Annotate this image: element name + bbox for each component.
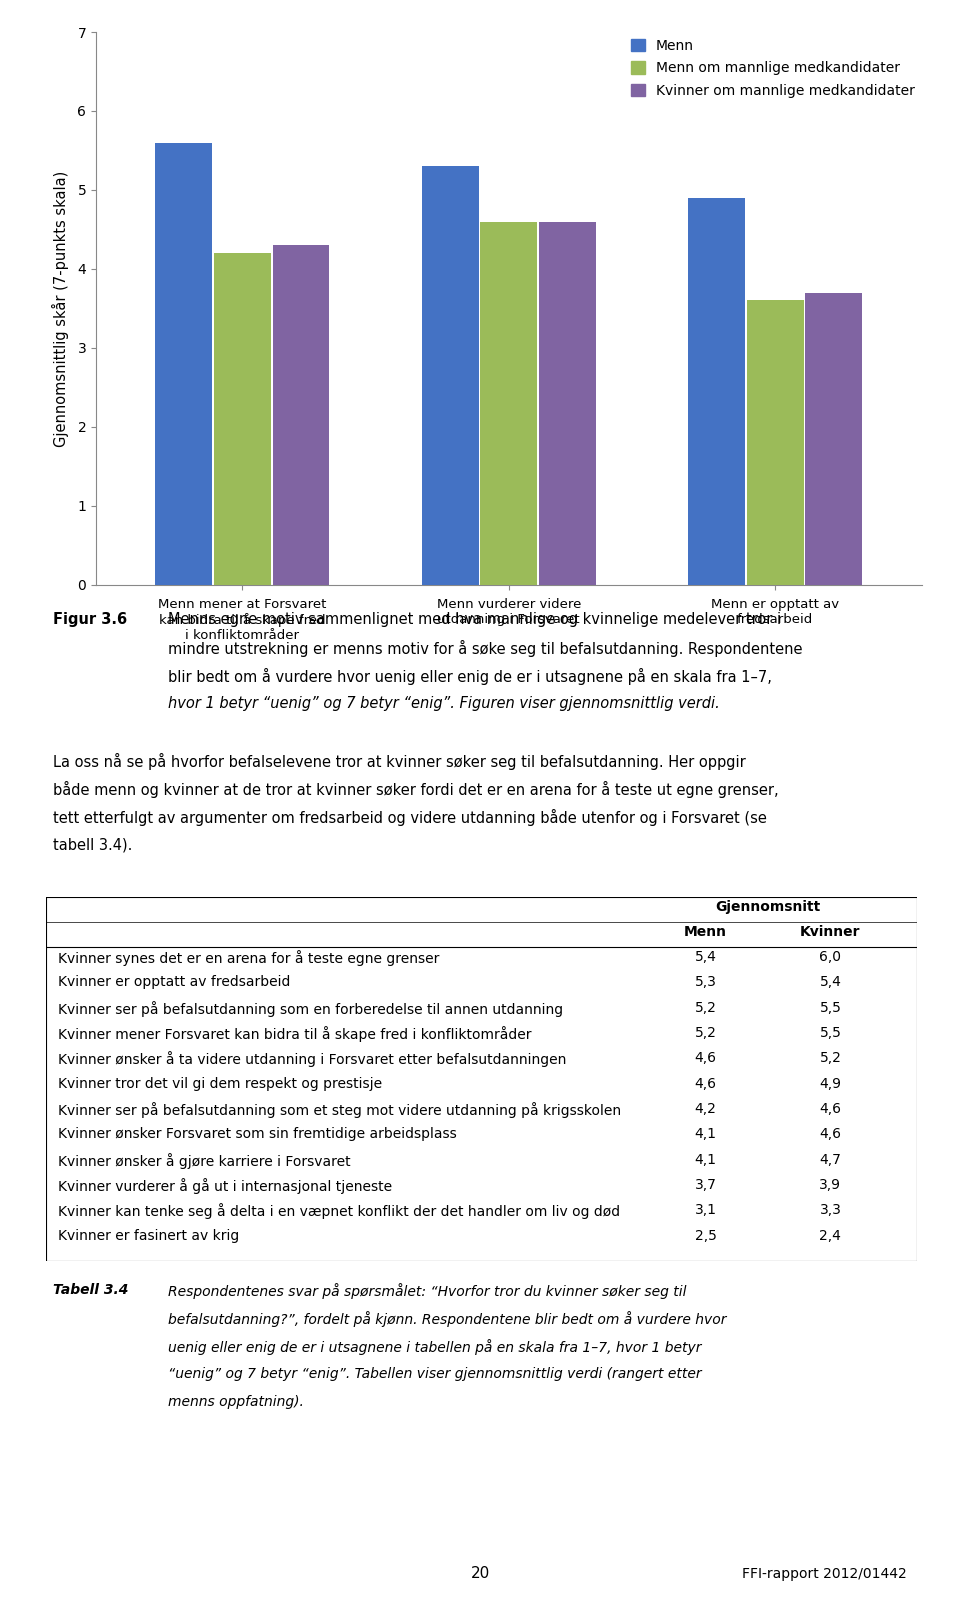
Text: Kvinner kan tenke seg å delta i en væpnet konflikt der det handler om liv og død: Kvinner kan tenke seg å delta i en væpne… [58, 1203, 620, 1219]
Text: 6,0: 6,0 [820, 950, 841, 964]
Text: 5,2: 5,2 [820, 1051, 841, 1065]
Text: La oss nå se på hvorfor befalselevene tror at kvinner søker seg til befalsutdann: La oss nå se på hvorfor befalselevene tr… [53, 753, 746, 771]
Text: Menn: Menn [684, 924, 727, 939]
Text: 4,6: 4,6 [695, 1051, 716, 1065]
Text: 4,9: 4,9 [820, 1077, 841, 1091]
Text: tabell 3.4).: tabell 3.4). [53, 836, 132, 852]
Text: Kvinner mener Forsvaret kan bidra til å skape fred i konfliktområder: Kvinner mener Forsvaret kan bidra til å … [58, 1025, 531, 1041]
Text: 5,4: 5,4 [820, 976, 841, 990]
Text: Kvinner ønsker å ta videre utdanning i Forsvaret etter befalsutdanningen: Kvinner ønsker å ta videre utdanning i F… [58, 1051, 566, 1067]
Text: Kvinner ser på befalsutdanning som et steg mot videre utdanning på krigsskolen: Kvinner ser på befalsutdanning som et st… [58, 1102, 621, 1118]
Text: tett etterfulgt av argumenter om fredsarbeid og videre utdanning både utenfor og: tett etterfulgt av argumenter om fredsar… [53, 809, 767, 827]
Text: mindre utstrekning er menns motiv for å søke seg til befalsutdanning. Respondent: mindre utstrekning er menns motiv for å … [168, 639, 803, 657]
Text: menns oppfatning).: menns oppfatning). [168, 1395, 304, 1408]
Bar [805, 293, 862, 585]
Legend: Menn, Menn om mannlige medkandidater, Kvinner om mannlige medkandidater: Menn, Menn om mannlige medkandidater, Kv… [631, 38, 915, 98]
Text: 3,7: 3,7 [695, 1177, 716, 1192]
Text: Kvinner tror det vil gi dem respekt og prestisje: Kvinner tror det vil gi dem respekt og p… [58, 1077, 382, 1091]
Text: Kvinner er opptatt av fredsarbeid: Kvinner er opptatt av fredsarbeid [58, 976, 290, 990]
Bar [214, 253, 271, 585]
Text: 4,1: 4,1 [695, 1128, 716, 1141]
Text: 4,6: 4,6 [695, 1077, 716, 1091]
Text: 4,6: 4,6 [820, 1128, 841, 1141]
Text: 4,7: 4,7 [820, 1153, 841, 1166]
Text: 5,4: 5,4 [695, 950, 716, 964]
Bar [421, 167, 479, 585]
Text: befalsutdanning?”, fordelt på kjønn. Respondentene blir bedt om å vurdere hvor: befalsutdanning?”, fordelt på kjønn. Res… [168, 1310, 727, 1326]
Text: 5,5: 5,5 [820, 1001, 841, 1014]
Text: hvor 1 betyr “uenig” og 7 betyr “enig”. Figuren viser gjennomsnittlig verdi.: hvor 1 betyr “uenig” og 7 betyr “enig”. … [168, 695, 720, 711]
Text: FFI-rapport 2012/01442: FFI-rapport 2012/01442 [742, 1567, 907, 1581]
Text: 3,3: 3,3 [820, 1203, 841, 1218]
Y-axis label: Gjennomsnittlig skår (7-punkts skala): Gjennomsnittlig skår (7-punkts skala) [52, 170, 69, 447]
Bar [688, 197, 745, 585]
Bar [156, 143, 212, 585]
Bar [539, 221, 596, 585]
Text: Kvinner ønsker å gjøre karriere i Forsvaret: Kvinner ønsker å gjøre karriere i Forsva… [58, 1153, 350, 1168]
Text: 3,1: 3,1 [695, 1203, 716, 1218]
Text: blir bedt om å vurdere hvor uenig eller enig de er i utsagnene på en skala fra 1: blir bedt om å vurdere hvor uenig eller … [168, 668, 772, 686]
Text: Tabell 3.4: Tabell 3.4 [53, 1283, 129, 1296]
Text: 5,2: 5,2 [695, 1001, 716, 1014]
Bar [480, 221, 538, 585]
Bar [747, 301, 804, 585]
Text: 5,2: 5,2 [695, 1025, 716, 1040]
Text: Respondentenes svar på spørsmålet: “Hvorfor tror du kvinner søker seg til: Respondentenes svar på spørsmålet: “Hvor… [168, 1283, 686, 1299]
Text: uenig eller enig de er i utsagnene i tabellen på en skala fra 1–7, hvor 1 betyr: uenig eller enig de er i utsagnene i tab… [168, 1339, 702, 1355]
Text: Figur 3.6: Figur 3.6 [53, 612, 127, 626]
Text: Gjennomsnitt: Gjennomsnitt [715, 900, 821, 913]
Text: Kvinner ser på befalsutdanning som en forberedelse til annen utdanning: Kvinner ser på befalsutdanning som en fo… [58, 1001, 563, 1017]
Text: 4,6: 4,6 [820, 1102, 841, 1117]
Text: 4,2: 4,2 [695, 1102, 716, 1117]
Text: 20: 20 [470, 1567, 490, 1581]
Text: 2,5: 2,5 [695, 1229, 716, 1243]
Text: Menns egne motiv sammenlignet med hva mannlige og kvinnelige medelever tror i: Menns egne motiv sammenlignet med hva ma… [168, 612, 781, 626]
Text: både menn og kvinner at de tror at kvinner søker fordi det er en arena for å tes: både menn og kvinner at de tror at kvinn… [53, 780, 779, 798]
Text: Kvinner: Kvinner [800, 924, 861, 939]
Text: “uenig” og 7 betyr “enig”. Tabellen viser gjennomsnittlig verdi (rangert etter: “uenig” og 7 betyr “enig”. Tabellen vise… [168, 1367, 702, 1381]
Text: Kvinner ønsker Forsvaret som sin fremtidige arbeidsplass: Kvinner ønsker Forsvaret som sin fremtid… [58, 1128, 456, 1141]
Text: 5,3: 5,3 [695, 976, 716, 990]
Text: 2,4: 2,4 [820, 1229, 841, 1243]
Bar [273, 245, 329, 585]
Text: Kvinner vurderer å gå ut i internasjonal tjeneste: Kvinner vurderer å gå ut i internasjonal… [58, 1177, 392, 1193]
Text: 3,9: 3,9 [820, 1177, 841, 1192]
Text: 5,5: 5,5 [820, 1025, 841, 1040]
Text: Kvinner er fasinert av krig: Kvinner er fasinert av krig [58, 1229, 239, 1243]
Text: 4,1: 4,1 [695, 1153, 716, 1166]
Text: Kvinner synes det er en arena for å teste egne grenser: Kvinner synes det er en arena for å test… [58, 950, 439, 966]
